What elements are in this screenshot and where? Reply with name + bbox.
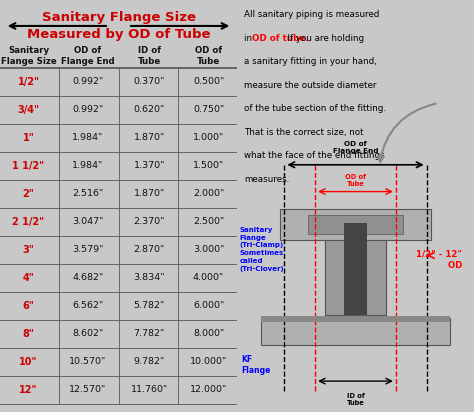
Text: OD of
Flange End: OD of Flange End <box>61 46 115 66</box>
Text: 10.000": 10.000" <box>190 357 227 366</box>
Text: ID of
Tube: ID of Tube <box>346 393 365 407</box>
Text: 10.570": 10.570" <box>69 357 106 366</box>
Text: OD of
Flange End: OD of Flange End <box>333 141 378 154</box>
Text: 0.992": 0.992" <box>72 77 103 87</box>
Text: OD of
Tube: OD of Tube <box>195 46 222 66</box>
Text: 2": 2" <box>23 189 34 199</box>
Text: 3/4": 3/4" <box>18 105 39 115</box>
Text: 0.992": 0.992" <box>72 105 103 115</box>
Text: 12": 12" <box>19 385 38 395</box>
Text: 1.500": 1.500" <box>193 162 224 171</box>
Text: 1/2" - 12"
 OD: 1/2" - 12" OD <box>416 250 462 269</box>
Text: OD of
Tube: OD of Tube <box>345 174 366 187</box>
Text: 2.516": 2.516" <box>72 190 103 199</box>
Text: 4.000": 4.000" <box>193 273 224 282</box>
Text: 1.870": 1.870" <box>134 133 165 143</box>
Text: 0.750": 0.750" <box>193 105 224 115</box>
Text: If you are holding: If you are holding <box>282 34 365 43</box>
Text: 9.782": 9.782" <box>134 357 165 366</box>
Bar <box>280 209 431 240</box>
Text: Sanitary Flange Size: Sanitary Flange Size <box>42 11 195 24</box>
Text: 8.602": 8.602" <box>72 329 103 338</box>
Text: 8.000": 8.000" <box>193 329 224 338</box>
Text: of the tube section of the fitting.: of the tube section of the fitting. <box>244 104 386 113</box>
Text: 2.870": 2.870" <box>134 246 165 254</box>
Text: Measured by OD of Tube: Measured by OD of Tube <box>27 28 210 41</box>
Text: 6.562": 6.562" <box>72 301 103 310</box>
Text: 3.834": 3.834" <box>134 273 165 282</box>
Text: Sanitary
Flange
(Tri-Clamp)
Sometimes
called
(Tri-Clover): Sanitary Flange (Tri-Clamp) Sometimes ca… <box>239 227 284 272</box>
Text: ID of
Tube: ID of Tube <box>137 46 161 66</box>
Text: 1/2": 1/2" <box>18 77 39 87</box>
Text: a sanitary fitting in your hand,: a sanitary fitting in your hand, <box>244 57 377 66</box>
Text: measure the outside diameter: measure the outside diameter <box>244 81 377 90</box>
Text: 1 1/2": 1 1/2" <box>12 161 45 171</box>
Text: KF
Flange: KF Flange <box>242 355 271 375</box>
Text: 1.984": 1.984" <box>72 162 103 171</box>
Text: 0.500": 0.500" <box>193 77 224 87</box>
Text: 1": 1" <box>23 133 34 143</box>
Text: That is the correct size, not: That is the correct size, not <box>244 128 364 137</box>
Bar <box>261 318 450 345</box>
Text: 6": 6" <box>23 301 34 311</box>
Text: 4": 4" <box>23 273 34 283</box>
Bar <box>261 316 450 322</box>
Text: 1.000": 1.000" <box>193 133 224 143</box>
Text: 3.047": 3.047" <box>72 218 103 226</box>
Text: 1.870": 1.870" <box>134 190 165 199</box>
Bar <box>325 240 386 315</box>
Text: what the face of the end fittings: what the face of the end fittings <box>244 151 385 160</box>
Text: 3.579": 3.579" <box>72 246 103 254</box>
Text: measures.: measures. <box>244 175 289 184</box>
Text: 12.000": 12.000" <box>190 385 227 394</box>
Text: 2.500": 2.500" <box>193 218 224 226</box>
Text: 8": 8" <box>22 329 35 339</box>
Text: 6.000": 6.000" <box>193 301 224 310</box>
Text: 11.760": 11.760" <box>131 385 168 394</box>
Text: 2.370": 2.370" <box>134 218 165 226</box>
Text: 3": 3" <box>23 245 34 255</box>
Text: 7.782": 7.782" <box>134 329 165 338</box>
Text: in: in <box>244 34 255 43</box>
Text: 0.620": 0.620" <box>134 105 165 115</box>
Text: 2.000": 2.000" <box>193 190 224 199</box>
Text: 5.782": 5.782" <box>134 301 165 310</box>
Text: 10": 10" <box>19 357 38 367</box>
Text: 3.000": 3.000" <box>193 246 224 254</box>
Text: 12.570": 12.570" <box>69 385 106 394</box>
Text: 2 1/2": 2 1/2" <box>12 217 45 227</box>
Text: All sanitary piping is measured: All sanitary piping is measured <box>244 10 380 19</box>
Text: 1.370": 1.370" <box>134 162 165 171</box>
Text: Sanitary
Flange Size: Sanitary Flange Size <box>0 46 56 66</box>
Text: 1.984": 1.984" <box>72 133 103 143</box>
Text: 0.370": 0.370" <box>134 77 165 87</box>
Bar <box>344 223 367 315</box>
Bar <box>308 215 403 234</box>
Text: OD of tube.: OD of tube. <box>252 34 309 43</box>
Text: 4.682": 4.682" <box>72 273 103 282</box>
